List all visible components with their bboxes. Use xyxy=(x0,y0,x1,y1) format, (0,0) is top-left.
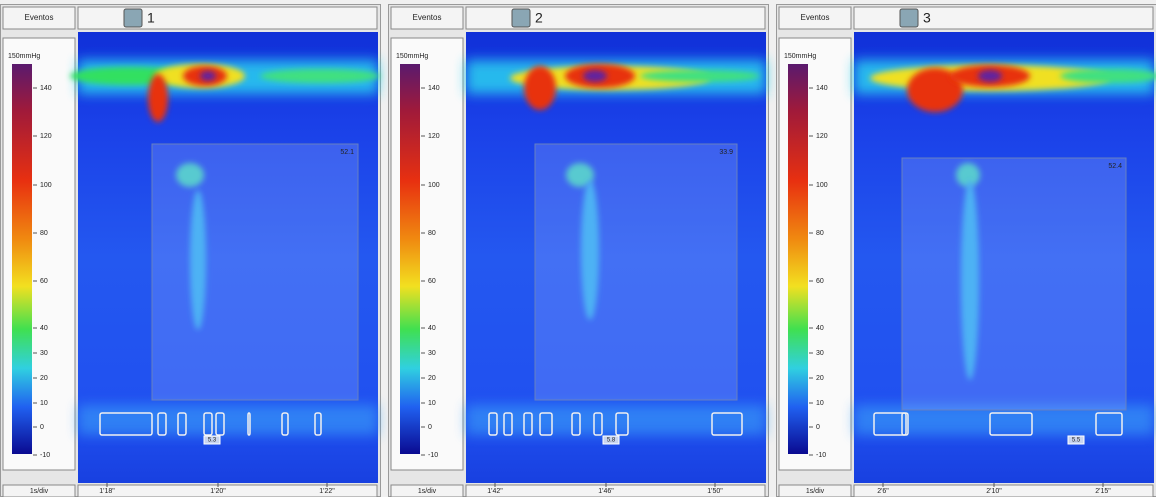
scale-tick-label: 80 xyxy=(40,230,48,237)
box-value: 52.1 xyxy=(340,149,354,156)
measure-box xyxy=(902,158,1126,410)
box-value: 33.9 xyxy=(719,149,733,156)
scale-tick-label: 0 xyxy=(40,424,44,431)
events-label: Eventos xyxy=(25,13,54,22)
scale-tick-label: 100 xyxy=(428,182,440,189)
time-label: 1'42" xyxy=(487,488,503,495)
scale-tick-label: 10 xyxy=(40,400,48,407)
scale-tick-label: 30 xyxy=(40,350,48,357)
marker-value: 5.3 xyxy=(208,438,217,444)
panel-number: 2 xyxy=(535,10,543,26)
scale-tick-label: 80 xyxy=(428,230,436,237)
time-label: 1'20" xyxy=(210,488,226,495)
box-value: 52.4 xyxy=(1108,163,1122,170)
events-label: Eventos xyxy=(413,13,442,22)
marker-value: 5.8 xyxy=(607,438,616,444)
scale-tick-label: 60 xyxy=(816,278,824,285)
panel-number: 3 xyxy=(923,10,931,26)
pressure-blob xyxy=(524,66,556,110)
scale-tick-label: -10 xyxy=(816,452,826,459)
div-label: 1s/div xyxy=(418,488,437,495)
div-label: 1s/div xyxy=(806,488,825,495)
div-label: 1s/div xyxy=(30,488,49,495)
scale-tick-label: -10 xyxy=(428,452,438,459)
measure-box xyxy=(535,144,737,400)
scale-unit: 150mmHg xyxy=(8,53,40,60)
time-label: 1'18" xyxy=(99,488,115,495)
pressure-blob xyxy=(978,70,1002,82)
scale-tick-label: 10 xyxy=(816,400,824,407)
scale-tick-label: 20 xyxy=(40,375,48,382)
time-label: 1'22" xyxy=(319,488,335,495)
pressure-blob xyxy=(260,69,380,83)
time-label: 2'6" xyxy=(877,488,889,495)
scale-tick-label: 140 xyxy=(428,85,440,92)
pressure-blob xyxy=(583,70,607,82)
pressure-blob xyxy=(148,74,168,122)
panel: Eventos2150mmHg1401201008060403020100-10… xyxy=(389,5,769,497)
scale-tick-label: -10 xyxy=(40,452,50,459)
pressure-blob xyxy=(1060,69,1156,83)
pressure-blob xyxy=(640,70,760,82)
scale-tick-label: 20 xyxy=(428,375,436,382)
color-bar xyxy=(400,64,420,454)
panel-icon[interactable] xyxy=(512,9,530,27)
scale-tick-label: 0 xyxy=(816,424,820,431)
title-cell xyxy=(466,7,765,29)
scale-tick-label: 140 xyxy=(40,85,52,92)
panel-number: 1 xyxy=(147,10,155,26)
time-label: 2'10" xyxy=(986,488,1002,495)
color-bar xyxy=(788,64,808,454)
scale-tick-label: 40 xyxy=(816,325,824,332)
scale-tick-label: 120 xyxy=(816,133,828,140)
marker-value: 5.5 xyxy=(1072,438,1081,444)
scale-tick-label: 40 xyxy=(428,325,436,332)
scale-tick-label: 60 xyxy=(428,278,436,285)
scale-tick-label: 80 xyxy=(816,230,824,237)
scale-tick-label: 140 xyxy=(816,85,828,92)
screenshot: Eventos1150mmHg1401201008060403020100-10… xyxy=(0,0,1156,497)
time-label: 1'50" xyxy=(707,488,723,495)
pressure-blob xyxy=(200,71,216,81)
time-label: 1'46" xyxy=(598,488,614,495)
panel-icon[interactable] xyxy=(900,9,918,27)
scale-unit: 150mmHg xyxy=(396,53,428,60)
title-cell xyxy=(854,7,1153,29)
scale-tick-label: 60 xyxy=(40,278,48,285)
time-label: 2'15" xyxy=(1095,488,1111,495)
color-bar xyxy=(12,64,32,454)
scale-tick-label: 120 xyxy=(428,133,440,140)
scale-tick-label: 30 xyxy=(816,350,824,357)
scale-tick-label: 40 xyxy=(40,325,48,332)
title-cell xyxy=(78,7,377,29)
les-band xyxy=(78,405,378,435)
scale-tick-label: 30 xyxy=(428,350,436,357)
panel-icon[interactable] xyxy=(124,9,142,27)
scale-tick-label: 10 xyxy=(428,400,436,407)
scale-tick-label: 120 xyxy=(40,133,52,140)
scale-unit: 150mmHg xyxy=(784,53,816,60)
measure-box xyxy=(152,144,358,400)
scale-tick-label: 100 xyxy=(40,182,52,189)
scale-tick-label: 0 xyxy=(428,424,432,431)
events-label: Eventos xyxy=(801,13,830,22)
scale-tick-label: 20 xyxy=(816,375,824,382)
scale-tick-label: 100 xyxy=(816,182,828,189)
